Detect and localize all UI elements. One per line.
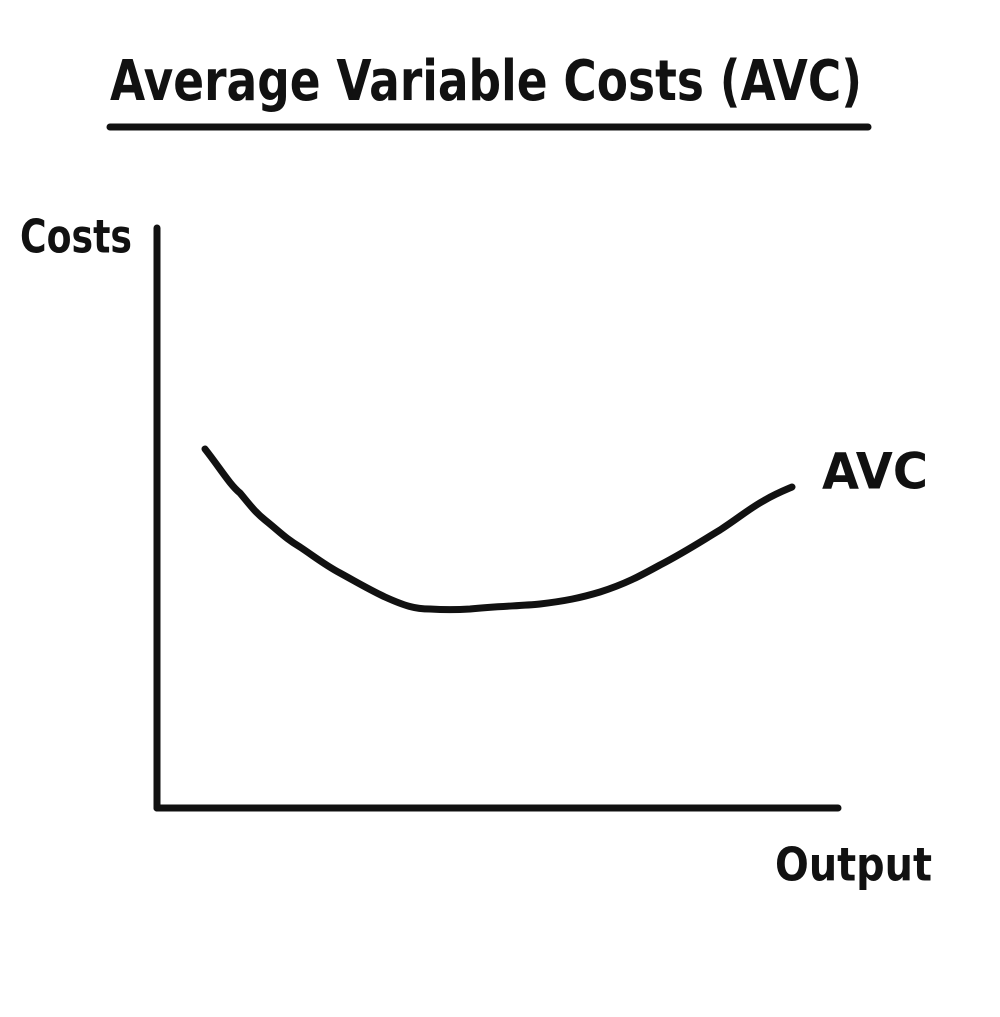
curve-label: AVC — [822, 443, 928, 501]
x-axis-label: Output — [775, 838, 932, 892]
title: Average Variable Costs (AVC) — [110, 49, 862, 114]
avc-curve — [201, 445, 796, 614]
y-axis-label: Costs — [20, 210, 132, 264]
